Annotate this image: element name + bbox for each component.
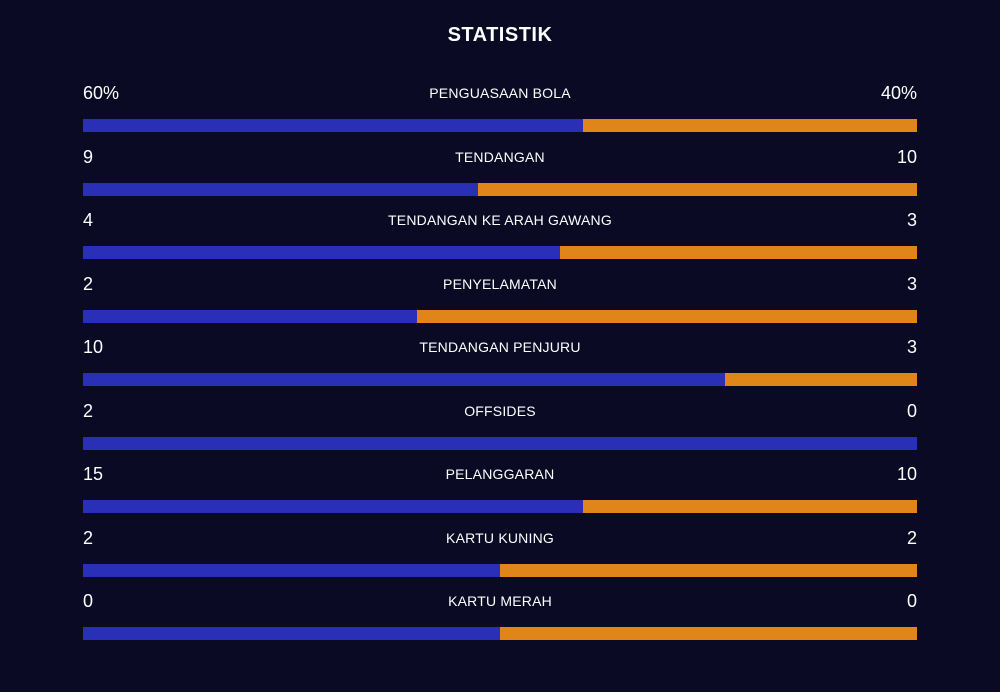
away-value: 40% [880, 83, 917, 103]
away-value: 3 [906, 210, 917, 230]
away-bar-segment [478, 182, 917, 196]
stat-label: TENDANGAN [455, 148, 545, 165]
away-value: 3 [906, 273, 917, 294]
stat-row-tendangan-ke-arah-gawang: 4 TENDANGAN KE ARAH GAWANG 3 [83, 207, 917, 271]
away-bar-segment [500, 563, 917, 577]
comparison-bar [83, 563, 917, 577]
stat-label: PELANGGARAN [445, 466, 555, 482]
stat-row-kartu-kuning: 2 KARTU KUNING 2 [83, 525, 917, 589]
stat-label: TENDANGAN PENJURU [419, 339, 581, 355]
stat-header: 9 TENDANGAN 10 [83, 144, 917, 170]
away-value: 3 [906, 337, 917, 357]
home-bar-segment [83, 309, 417, 323]
comparison-bar [83, 182, 917, 196]
comparison-bar [83, 500, 917, 513]
stat-row-penguasaan-bola: 60% PENGUASAAN BOLA 40% [83, 80, 917, 144]
comparison-bar [83, 373, 917, 386]
stat-label: PENGUASAAN BOLA [429, 85, 571, 101]
comparison-bar [83, 436, 917, 450]
away-bar-segment [583, 500, 917, 513]
away-bar-segment [724, 373, 917, 386]
home-bar-segment [83, 182, 479, 196]
comparison-bar [83, 119, 917, 132]
stat-header: 15 PELANGGARAN 10 [83, 461, 917, 487]
stat-row-offsides: 2 OFFSIDES 0 [83, 398, 917, 462]
stat-row-pelanggaran: 15 PELANGGARAN 10 [83, 461, 917, 525]
stats-title: STATISTIK [447, 24, 553, 46]
away-value: 10 [896, 464, 917, 484]
away-value: 0 [906, 591, 917, 611]
stat-header: 60% PENGUASAAN BOLA 40% [83, 80, 917, 106]
home-bar-segment [83, 436, 917, 450]
stat-label: PENYELAMATAN [443, 275, 557, 292]
home-value: 10 [83, 337, 104, 357]
home-value: 0 [83, 591, 94, 611]
home-value: 15 [83, 464, 104, 484]
away-bar-segment [416, 309, 917, 323]
stat-header: 10 TENDANGAN PENJURU 3 [83, 334, 917, 360]
home-bar-segment [83, 500, 584, 513]
stat-row-tendangan: 9 TENDANGAN 10 [83, 144, 917, 208]
stat-label: TENDANGAN KE ARAH GAWANG [388, 212, 612, 228]
home-value: 4 [83, 210, 94, 230]
stat-header: 2 KARTU KUNING 2 [83, 525, 917, 551]
home-bar-segment [83, 627, 500, 640]
home-value: 2 [83, 273, 94, 294]
away-value: 10 [896, 146, 917, 167]
home-bar-segment [83, 563, 500, 577]
away-bar-segment [583, 119, 917, 132]
stat-header: 2 OFFSIDES 0 [83, 398, 917, 424]
comparison-bar [83, 309, 917, 323]
stat-row-penyelamatan: 2 PENYELAMATAN 3 [83, 271, 917, 335]
away-value: 2 [906, 527, 917, 548]
home-value: 2 [83, 527, 94, 548]
home-value: 60% [83, 83, 120, 103]
stat-header: 4 TENDANGAN KE ARAH GAWANG 3 [83, 207, 917, 233]
comparison-bar [83, 627, 917, 640]
comparison-bar [83, 246, 917, 259]
stat-label: KARTU KUNING [446, 529, 554, 546]
stat-header: 2 PENYELAMATAN 3 [83, 271, 917, 297]
home-bar-segment [83, 119, 584, 132]
stat-row-tendangan-penjuru: 10 TENDANGAN PENJURU 3 [83, 334, 917, 398]
stats-list: 60% PENGUASAAN BOLA 40% 9 TENDANGAN 10 4… [83, 80, 917, 652]
away-value: 0 [906, 400, 917, 421]
home-bar-segment [83, 373, 725, 386]
stat-label: OFFSIDES [464, 402, 536, 419]
home-value: 2 [83, 400, 94, 421]
away-bar-segment [500, 627, 917, 640]
away-bar-segment [559, 246, 917, 259]
stat-row-kartu-merah: 0 KARTU MERAH 0 [83, 588, 917, 652]
stat-header: 0 KARTU MERAH 0 [83, 588, 917, 614]
home-bar-segment [83, 246, 560, 259]
stat-label: KARTU MERAH [448, 593, 552, 609]
home-value: 9 [83, 146, 94, 167]
